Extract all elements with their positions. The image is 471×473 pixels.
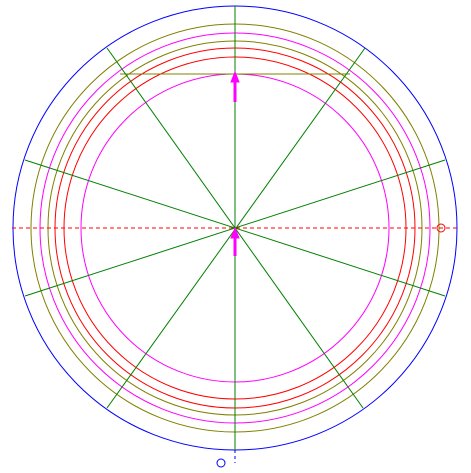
- arrow-head: [230, 70, 240, 83]
- marker-circle: [436, 223, 446, 233]
- arrow-head: [230, 226, 240, 239]
- arrows: [230, 70, 240, 256]
- marker-circle: [216, 458, 226, 468]
